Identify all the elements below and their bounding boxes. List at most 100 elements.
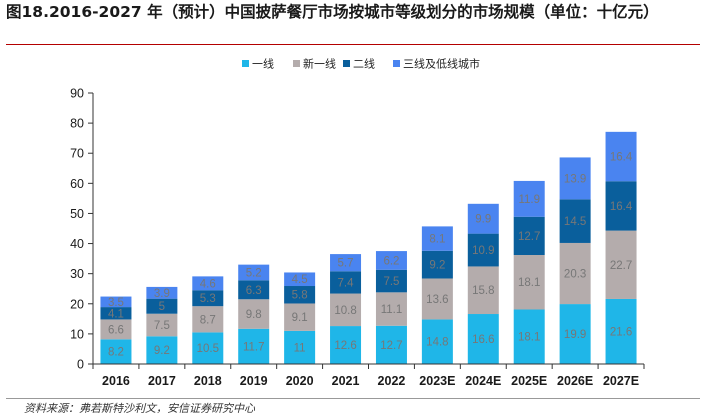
x-tick-label: 2023E (419, 374, 455, 388)
bar-segment (284, 286, 316, 304)
data-label: 10.9 (472, 245, 494, 257)
x-tick-label: 2017 (148, 374, 176, 388)
bar-segment (605, 230, 637, 299)
bar-segment (192, 332, 224, 364)
bar-segment (100, 307, 132, 320)
y-tick-label: 0 (77, 358, 84, 372)
bar-segment (513, 180, 545, 217)
bar-segment (330, 293, 362, 327)
legend-swatch (343, 60, 350, 67)
bar-segment (238, 280, 270, 300)
y-tick-label: 10 (70, 327, 84, 341)
bar-segment (284, 330, 316, 364)
data-label: 6.3 (246, 285, 262, 297)
bar-segment (513, 254, 545, 310)
data-label: 16.4 (610, 201, 633, 213)
data-label: 12.7 (380, 340, 402, 352)
data-label: 7.5 (383, 276, 399, 288)
data-label: 8.7 (200, 314, 216, 326)
data-label: 7.4 (338, 277, 355, 289)
bar-segment (559, 157, 591, 200)
chart-title: 图18.2016-2027 年（预计）中国披萨餐厅市场按城市等级划分的市场规模（… (6, 3, 659, 21)
data-label: 3.5 (108, 297, 124, 309)
data-label: 8.2 (108, 347, 124, 359)
x-tick-label: 2018 (194, 374, 222, 388)
data-label: 10.5 (197, 343, 219, 355)
stacked-bar-chart: 一线 新一线 二线 三线及低线城市 0 10 20 30 40 50 60 70 80 90 8.2 6.… (70, 57, 645, 388)
footer-divider (6, 398, 700, 399)
bar-segment (238, 299, 270, 329)
bar-segment (100, 296, 132, 308)
bar-segment (284, 303, 316, 331)
y-tick-label: 40 (70, 237, 84, 251)
data-label: 19.9 (564, 329, 586, 341)
source-note: 资料来源：弗若斯特沙利文，安信证券研究中心 (24, 402, 255, 415)
bar-segment (467, 266, 499, 315)
data-label: 4.1 (108, 308, 124, 320)
data-label: 18.1 (518, 277, 540, 289)
bar-segment (375, 292, 407, 326)
data-label: 13.6 (426, 294, 448, 306)
data-label: 6.6 (108, 324, 124, 336)
bar-stacks (100, 131, 637, 364)
bar-segment (100, 319, 132, 340)
data-label: 4.6 (200, 278, 216, 290)
data-label: 7.5 (154, 320, 170, 332)
y-tick-label: 80 (70, 117, 84, 131)
bar-segment (467, 203, 499, 234)
legend-label: 一线 (252, 57, 274, 71)
bar-segment (192, 276, 224, 291)
bar-segment (605, 181, 637, 231)
bar-segment (330, 326, 362, 364)
bar-segment (421, 226, 453, 251)
x-tick-label: 2025E (511, 374, 547, 388)
x-tick-label: 2016 (102, 374, 130, 388)
bar-segment (513, 309, 545, 364)
data-label: 20.3 (564, 269, 586, 281)
bar-segment (559, 242, 591, 305)
bar-segment (467, 314, 499, 364)
data-label: 4.5 (292, 274, 308, 286)
bar-segment (330, 271, 362, 294)
y-axis: 0 10 20 30 40 50 60 70 80 90 (70, 87, 94, 372)
data-label: 5.2 (246, 267, 262, 279)
bar-segment (192, 290, 224, 307)
data-label: 5.8 (292, 290, 308, 302)
bar-segment (146, 298, 178, 314)
data-label: 22.7 (610, 260, 632, 272)
data-label: 10.8 (334, 305, 356, 317)
legend-swatch (242, 60, 249, 67)
data-label: 14.5 (564, 216, 586, 228)
bar-segment (238, 328, 270, 364)
y-tick-label: 70 (70, 147, 84, 161)
x-tick-label: 2024E (465, 374, 501, 388)
x-tick-label: 2026E (557, 374, 593, 388)
bar-segment (467, 233, 499, 267)
data-label: 11.9 (518, 194, 540, 206)
x-tick-label: 2019 (240, 374, 268, 388)
data-label: 11 (294, 342, 306, 354)
x-axis: 2016 2017 2018 2019 2020 2021 2022 2023E 2024E 20… (92, 363, 645, 388)
legend-label: 新一线 (303, 57, 336, 71)
bar-segment (375, 325, 407, 364)
bar-segment (605, 298, 637, 364)
bar-segment (605, 131, 637, 182)
x-tick-label: 2022 (378, 374, 406, 388)
bar-segment (375, 251, 407, 270)
bar-segment (100, 339, 132, 364)
bar-segment (559, 304, 591, 364)
data-label: 15.8 (472, 285, 494, 297)
chart-legend: 一线 新一线 二线 三线及低线城市 (242, 57, 480, 71)
data-label: 5.3 (200, 293, 216, 305)
data-label: 5.7 (338, 258, 354, 270)
legend-swatch (293, 60, 300, 67)
bar-segment (330, 254, 362, 272)
bar-segment (238, 264, 270, 281)
data-label: 11.1 (381, 304, 403, 316)
y-tick-label: 20 (70, 297, 84, 311)
data-label: 5 (159, 301, 165, 313)
bar-segment (192, 306, 224, 333)
bar-segment (421, 278, 453, 320)
bar-segment (146, 286, 178, 299)
legend-label: 二线 (353, 57, 375, 71)
